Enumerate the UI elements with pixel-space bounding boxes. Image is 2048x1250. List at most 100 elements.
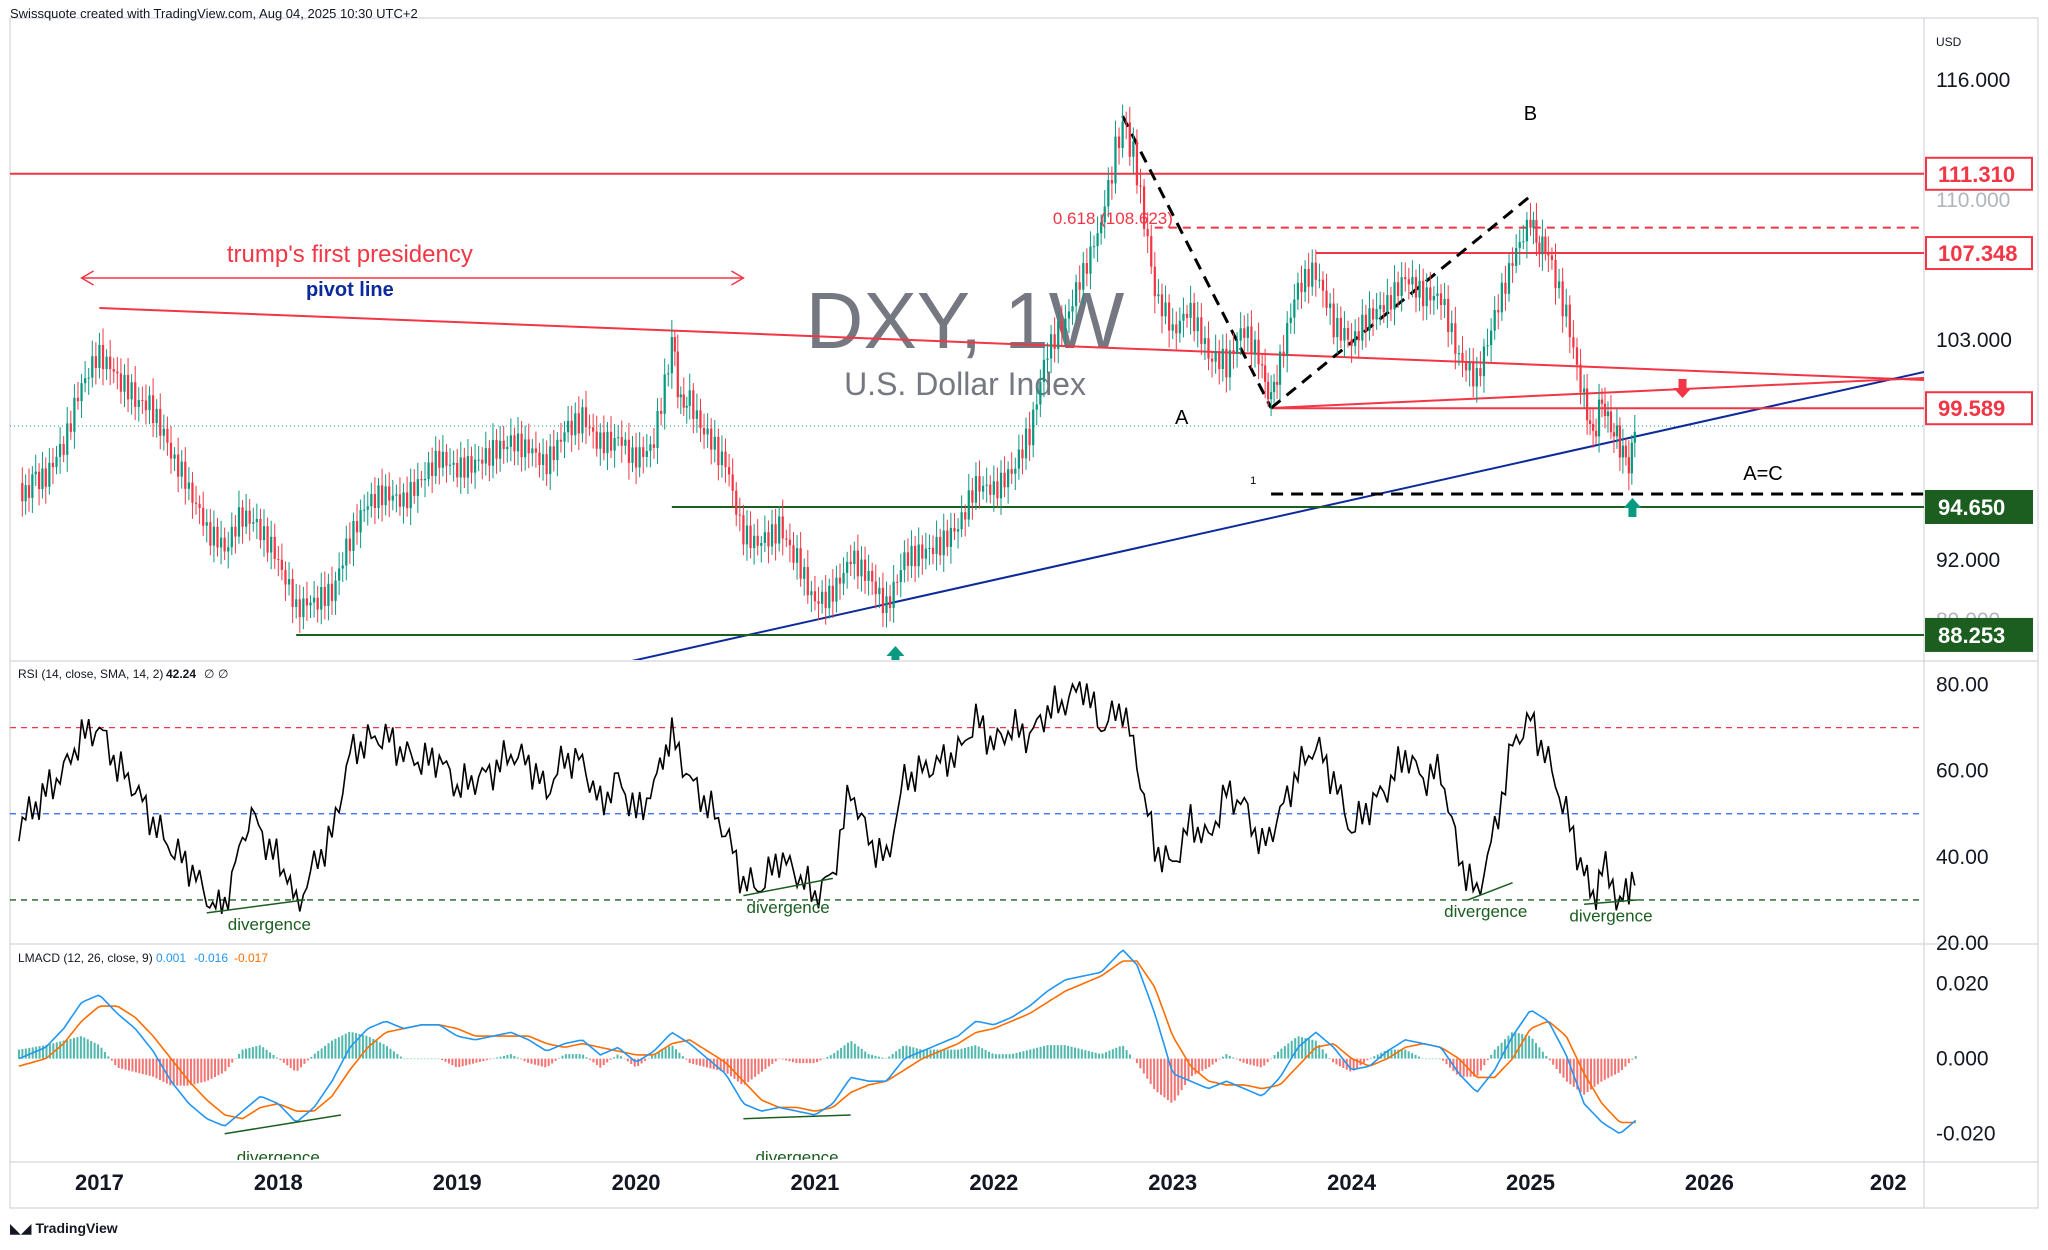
candle-body (856, 550, 860, 577)
macd-histogram-bar (66, 1039, 69, 1059)
macd-histogram-bar (743, 1058, 746, 1085)
macd-histogram-bar (506, 1054, 509, 1059)
macd-histogram-bar (121, 1058, 124, 1069)
candle-body (116, 371, 119, 374)
macd-histogram-bar (829, 1055, 832, 1059)
macd-histogram-bar (1356, 1058, 1359, 1068)
candle-body (151, 395, 155, 424)
candle-body (1443, 298, 1446, 306)
candle-body (466, 456, 470, 478)
macd-histogram-bar (196, 1058, 199, 1084)
macd-histogram-bar (1579, 1058, 1582, 1093)
macd-histogram-bar (183, 1058, 186, 1086)
macd-histogram-bar (1252, 1058, 1255, 1066)
candle-body (570, 420, 573, 436)
macd-histogram-bar (403, 1058, 406, 1060)
macd-histogram-bar (124, 1058, 127, 1070)
macd-histogram-bar (272, 1054, 275, 1059)
candle-body (1624, 445, 1627, 458)
candle-body (391, 495, 394, 501)
candle-body (245, 510, 248, 527)
candle-body (1479, 368, 1482, 377)
candle-body (177, 454, 180, 477)
candle-body (917, 544, 920, 567)
macd-histogram-bar (891, 1053, 894, 1059)
macd-histogram-bar (420, 1058, 423, 1060)
macd-histogram-bar (774, 1058, 777, 1062)
macd-histogram-bar (355, 1033, 358, 1059)
candle-body (1603, 403, 1607, 417)
candle-body (1272, 381, 1276, 393)
candle-body (581, 407, 584, 434)
macd-histogram-bar (296, 1058, 299, 1071)
candle-body (1096, 233, 1099, 247)
candle-body (1368, 308, 1371, 331)
candle-body (109, 356, 112, 370)
candle-body (1175, 324, 1178, 334)
candle-body (939, 536, 942, 556)
candle-body (34, 471, 37, 475)
candle-body (1504, 282, 1507, 294)
macd-histogram-bar (1538, 1047, 1541, 1059)
candle-body (159, 409, 162, 436)
trendline (99, 307, 1924, 381)
candle-body (1464, 361, 1468, 371)
macd-divergence-line (743, 1114, 851, 1120)
rsi-axis-tick: 80.00 (1936, 674, 1989, 697)
macd-histogram-bar (238, 1053, 241, 1059)
macd-histogram-bar (1565, 1058, 1568, 1082)
macd-histogram-bar (1104, 1052, 1107, 1059)
macd-histogram-bar (561, 1055, 564, 1059)
macd-line (18, 949, 1637, 1134)
candle-body (688, 390, 691, 406)
macd-histogram-bar (1098, 1053, 1101, 1059)
macd-histogram-bar (300, 1058, 303, 1068)
price-label-badge: 88.253 (1925, 617, 2033, 652)
candle-body (1275, 381, 1279, 385)
candle-body (1532, 219, 1535, 228)
macd-histogram-bar (602, 1058, 605, 1066)
candle-body (1468, 362, 1471, 371)
trendline (631, 371, 1924, 660)
macd-histogram-bar (79, 1036, 82, 1059)
candle-body (828, 585, 831, 609)
macd-histogram-bar (626, 1058, 629, 1062)
macd-histogram-bar (269, 1052, 272, 1059)
macd-histogram-bar (912, 1047, 915, 1059)
macd-histogram-bar (293, 1058, 296, 1071)
macd-histogram-bar (1376, 1054, 1379, 1059)
macd-histogram-bar (165, 1058, 168, 1084)
candle-body (380, 485, 384, 506)
candle-body (595, 431, 598, 449)
candle-body (1371, 308, 1375, 320)
macd-histogram-bar (207, 1058, 210, 1081)
macd-histogram-bar (1521, 1034, 1524, 1059)
macd-histogram-bar (1524, 1034, 1527, 1059)
candle-body (248, 510, 251, 524)
macd-histogram-bar (375, 1040, 378, 1059)
macd-histogram-bar (1614, 1058, 1617, 1075)
macd-histogram-bar (1118, 1046, 1121, 1059)
rsi-value: 42.24 (166, 667, 196, 681)
macd-histogram-bar (798, 1058, 801, 1064)
macd-histogram-bar (736, 1058, 739, 1082)
candle-body (849, 561, 852, 564)
macd-histogram-bar (1610, 1058, 1613, 1077)
candle-body (1379, 305, 1382, 310)
candle-body (1561, 281, 1564, 317)
macd-histogram-bar (771, 1058, 774, 1064)
macd-histogram-bar (833, 1053, 836, 1059)
candle-body (1627, 457, 1630, 474)
macd-histogram-bar (1510, 1032, 1513, 1059)
macd-histogram-bar (62, 1040, 65, 1059)
macd-histogram-bar (155, 1058, 158, 1079)
macd-histogram-bar (1087, 1051, 1090, 1059)
candle-body (899, 570, 902, 583)
candle-body (1396, 282, 1400, 296)
candle-body (438, 450, 441, 468)
macd-histogram-bar (760, 1058, 763, 1072)
candle-body (1196, 317, 1199, 332)
macd-histogram-bar (558, 1058, 561, 1059)
macd-histogram-bar (251, 1047, 254, 1059)
